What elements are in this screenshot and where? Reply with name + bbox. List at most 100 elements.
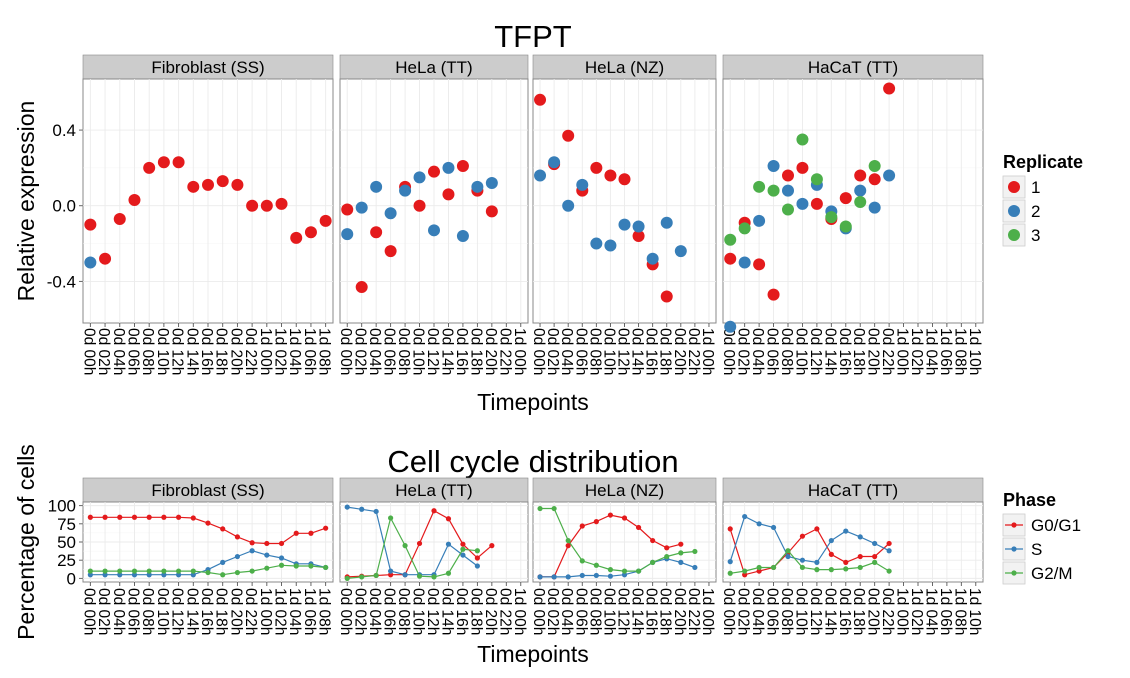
facet-strip [339, 54, 529, 80]
x-tick-label: 0d 08h [395, 328, 412, 375]
data-point [355, 201, 368, 214]
line-marker [308, 530, 314, 536]
x-tick-label: 0d 22h [242, 588, 259, 635]
legend-label: G2/M [1031, 564, 1073, 583]
line-marker [402, 543, 408, 549]
data-point [782, 203, 794, 216]
line-marker [102, 568, 108, 574]
line-marker [102, 572, 108, 578]
x-tick-label: 0d 02h [735, 588, 752, 635]
x-tick-label: 0d 00h [337, 588, 354, 635]
line-marker [635, 524, 642, 531]
series-2 [84, 256, 97, 269]
line-marker [742, 513, 748, 520]
x-tick-label: 0d 12h [615, 328, 632, 375]
data-point [796, 197, 809, 210]
line-marker [249, 548, 255, 554]
data-point [413, 199, 426, 212]
line-marker [190, 568, 196, 574]
line-marker [742, 572, 748, 578]
x-tick-label: 1d 08h [951, 328, 968, 375]
line-marker [445, 541, 452, 547]
x-tick-label: 0d 22h [685, 328, 702, 375]
x-tick-label: 0d 02h [352, 588, 369, 635]
line-marker [650, 559, 656, 565]
x-tick-label: 0d 12h [807, 328, 824, 375]
x-tick-label: 0d 04h [558, 588, 575, 635]
series-1 [341, 160, 498, 294]
x-tick-label: 1d 00h [699, 588, 716, 635]
data-point [341, 228, 354, 241]
data-point [883, 169, 896, 182]
chart-title: Cell cycle distribution [387, 444, 678, 479]
line-marker [308, 563, 314, 569]
line-marker [249, 540, 255, 546]
x-tick-label: 0d 22h [496, 588, 513, 635]
x-tick-label: 1d 06h [301, 588, 318, 635]
x-tick-label: 0d 00h [720, 328, 737, 375]
x-tick-label: 0d 10h [410, 588, 427, 635]
x-tick-label: 0d 16h [836, 588, 853, 635]
line-marker [175, 572, 182, 578]
data-point [767, 160, 780, 173]
x-tick-label: 0d 14h [183, 328, 200, 375]
x-tick-label: 0d 22h [242, 328, 259, 375]
x-tick-label: 0d 04h [749, 588, 766, 635]
data-point [370, 180, 383, 193]
line-marker [234, 569, 241, 576]
line-marker [843, 528, 849, 534]
x-tick-label: 1d 04h [286, 328, 303, 375]
legend-swatch [1008, 205, 1020, 217]
line-marker [872, 540, 878, 547]
data-point [724, 320, 737, 333]
x-tick-label: 0d 14h [438, 588, 455, 635]
line-marker [175, 568, 182, 574]
x-tick-label: 0d 18h [657, 588, 674, 635]
data-point [796, 161, 809, 174]
x-tick-label: 0d 20h [482, 328, 499, 375]
data-point [355, 281, 368, 294]
facet-label: HaCaT (TT) [808, 481, 898, 500]
line-marker [593, 519, 599, 525]
data-point [399, 184, 412, 197]
x-tick-label: 0d 10h [792, 328, 809, 375]
x-tick-label: 0d 12h [615, 588, 632, 635]
x-tick-label: 0d 22h [879, 588, 896, 635]
x-tick-label: 0d 12h [424, 588, 441, 635]
x-tick-label: 0d 20h [227, 588, 244, 635]
facet-strip [532, 54, 717, 80]
facet-strip [722, 54, 984, 80]
x-tick-label: 0d 16h [453, 328, 470, 375]
line-marker [388, 572, 394, 578]
line-marker [664, 553, 670, 560]
x-tick-label: 0d 00h [337, 328, 354, 375]
data-point [216, 175, 229, 188]
data-point [883, 82, 896, 95]
x-tick-label: 1d 02h [908, 328, 925, 375]
line-marker [886, 568, 892, 574]
line-marker [828, 537, 834, 544]
x-tick-label: 1d 06h [937, 328, 954, 375]
data-point [290, 231, 303, 244]
legend: Phase G0/G1 S G2/M [1002, 490, 1081, 585]
x-tick-label: 0d 06h [124, 588, 141, 635]
x-tick-label: 0d 10h [154, 588, 171, 635]
x-tick-label: 0d 10h [410, 328, 427, 375]
data-point [632, 220, 645, 233]
legend-label: S [1031, 540, 1042, 559]
data-point [548, 156, 561, 169]
series-line [347, 506, 478, 576]
x-tick-label: 1d 08h [951, 588, 968, 635]
chart-title: TFPT [494, 19, 572, 54]
data-point [304, 226, 317, 239]
line-marker [799, 557, 806, 563]
facet-strip [82, 54, 334, 80]
line-marker [344, 575, 350, 581]
data-point [738, 222, 751, 235]
x-tick-label: 0d 22h [685, 588, 702, 635]
x-tick-label: 1d 02h [272, 588, 289, 635]
line-marker [402, 572, 408, 578]
